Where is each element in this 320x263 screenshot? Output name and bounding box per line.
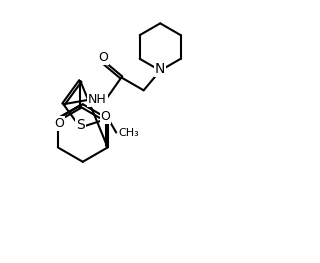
- Text: N: N: [155, 62, 165, 76]
- Text: O: O: [54, 117, 64, 130]
- Text: N: N: [155, 62, 165, 76]
- Text: O: O: [98, 51, 108, 64]
- Text: CH₃: CH₃: [119, 128, 140, 138]
- Text: NH: NH: [88, 93, 107, 106]
- Text: O: O: [100, 110, 110, 123]
- Text: S: S: [76, 118, 85, 132]
